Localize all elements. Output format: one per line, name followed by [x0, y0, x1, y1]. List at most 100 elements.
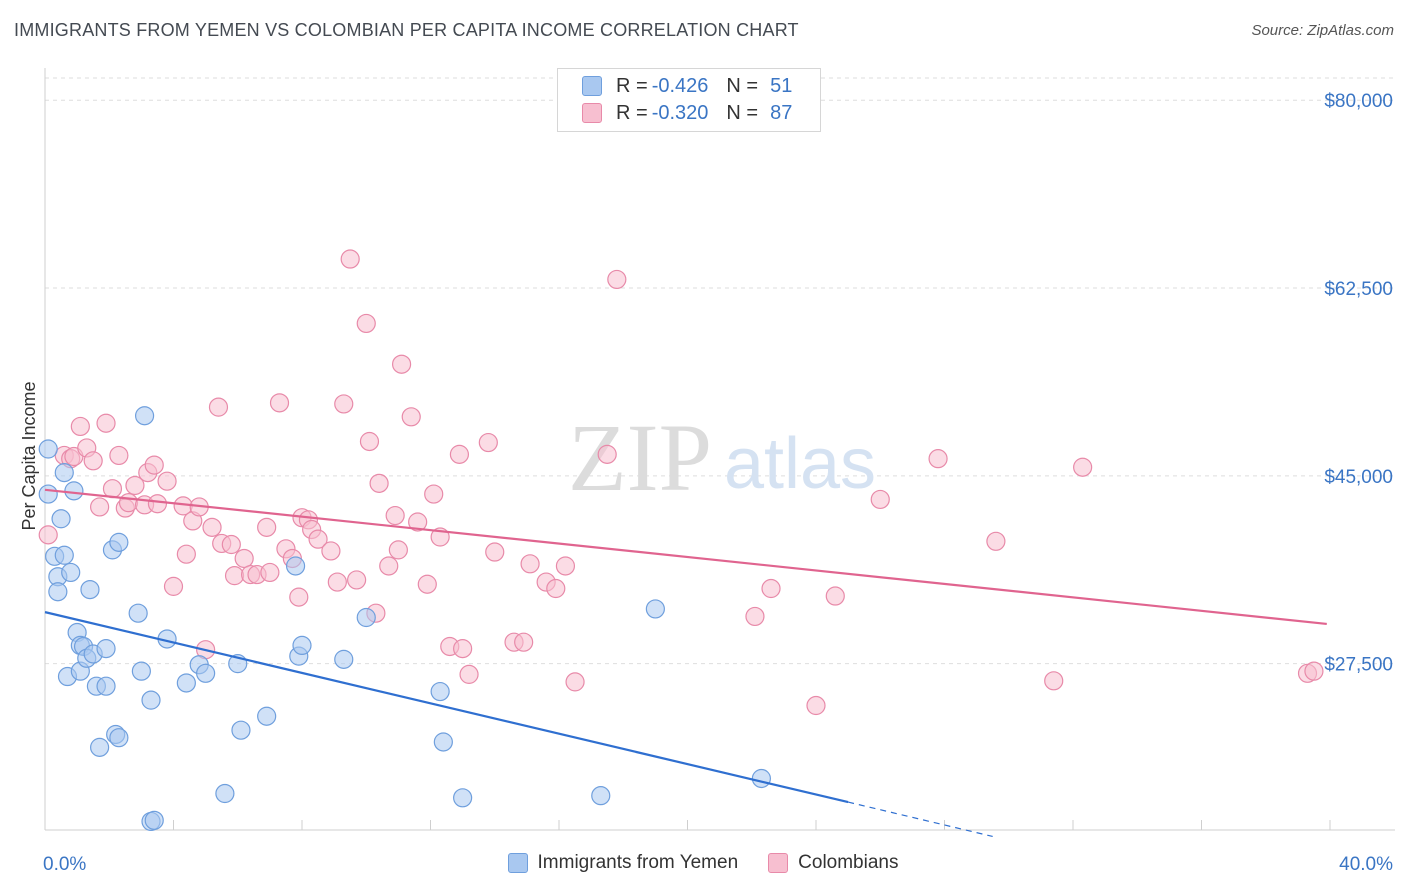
y-tick-label: $45,000 — [1324, 467, 1393, 488]
yemen-point — [141, 690, 161, 710]
colombian-point — [825, 586, 845, 606]
colombian-point — [96, 413, 116, 433]
colombian-point — [157, 471, 177, 491]
legend-swatch-colombian — [582, 103, 602, 123]
colombian-point — [144, 455, 164, 475]
colombian-point — [163, 576, 184, 596]
yemen-point — [54, 545, 74, 565]
watermark: ZIP atlas — [568, 404, 876, 511]
colombian-point — [308, 529, 328, 549]
colombian-point — [806, 695, 826, 716]
yemen-trend-line — [44, 611, 849, 804]
y-axis-title: Per Capita Income — [19, 381, 39, 530]
colombian-point — [1304, 661, 1324, 681]
legend-r-label: R = — [616, 74, 648, 97]
legend-r-value: -0.320 — [651, 101, 709, 124]
yemen-point — [285, 556, 306, 576]
yemen-point — [128, 603, 148, 623]
legend-row-yemen: R = -0.426 N = 51 — [582, 73, 792, 99]
colombian-point — [514, 632, 534, 652]
chart-title: IMMIGRANTS FROM YEMEN VS COLOMBIAN PER C… — [14, 20, 799, 40]
colombian-point — [224, 566, 245, 586]
colombian-point — [745, 606, 765, 627]
watermark-zip: ZIP — [568, 404, 712, 511]
legend-n-value: 87 — [770, 101, 793, 124]
colombian-point — [208, 397, 229, 417]
colombian-point — [327, 572, 347, 592]
colombian-point — [928, 449, 948, 469]
colombian-point — [761, 578, 781, 599]
series-swatch-colombian — [768, 853, 789, 873]
colombian-point — [408, 512, 428, 532]
yemen-point — [591, 786, 611, 806]
yemen-point — [292, 635, 312, 656]
yemen-point — [215, 783, 235, 804]
colombian-point — [334, 394, 354, 414]
colombian-point — [70, 416, 90, 437]
colombian-point — [485, 542, 505, 562]
series-legend-yemen: Immigrants from Yemen — [507, 852, 738, 874]
colombian-point — [870, 489, 890, 510]
colombian-point — [520, 554, 540, 574]
yemen-point — [54, 463, 74, 483]
colombian-point — [369, 473, 389, 493]
yemen-point — [196, 663, 216, 683]
yemen-point — [109, 532, 129, 552]
legend-n-label: N = — [726, 101, 759, 124]
y-tick-label: $80,000 — [1324, 91, 1393, 112]
axes — [44, 68, 1395, 831]
yemen-point — [751, 768, 771, 789]
yemen-point — [80, 579, 100, 600]
yemen-point — [231, 720, 251, 740]
colombian-point — [147, 494, 168, 514]
correlation-legend: R = -0.426 N = 51 R = -0.320 N = 87 — [557, 68, 821, 132]
colombian-point — [424, 484, 444, 504]
colombian-point — [417, 574, 437, 594]
colombian-point — [597, 444, 617, 464]
yemen-point — [38, 439, 58, 459]
colombian-point — [1073, 457, 1093, 477]
colombian-point — [340, 249, 360, 269]
colombian-point — [459, 664, 479, 684]
colombian-point — [607, 269, 627, 290]
yemen-point — [334, 649, 354, 669]
colombian-trend-line — [44, 488, 1327, 626]
yemen-point — [257, 706, 277, 726]
yemen-point — [96, 639, 116, 659]
colombian-point — [234, 548, 254, 569]
yemen-point — [144, 810, 164, 830]
colombian-point — [260, 562, 280, 583]
yemen-point — [96, 676, 116, 696]
yemen-point — [134, 406, 155, 426]
yemen-point — [51, 509, 71, 529]
yemen-point — [356, 607, 376, 628]
yemen-point — [433, 732, 453, 752]
colombian-point — [176, 544, 196, 564]
colombian-point — [986, 531, 1006, 551]
axis-labels: $80,000 $62,500 $45,000 $27,500 0.0% 40.0% Per… — [19, 91, 1393, 875]
trend-lines — [44, 488, 1327, 838]
colombian-point — [38, 525, 58, 545]
colombian-point — [125, 475, 145, 496]
colombian-point — [269, 393, 290, 413]
colombian-point — [565, 672, 585, 692]
colombian-point — [391, 354, 412, 374]
colombian-point — [356, 313, 376, 334]
yemen-point — [48, 582, 68, 602]
yemen-point — [90, 737, 110, 757]
colombian-point — [453, 639, 473, 659]
legend-r-label: R = — [616, 101, 648, 124]
colombian-point — [347, 570, 367, 590]
yemen-point — [176, 673, 196, 693]
legend-row-colombian: R = -0.320 N = 87 — [582, 100, 792, 126]
legend-n-value: 51 — [770, 74, 793, 97]
yemen-trend-extension — [847, 801, 993, 838]
colombian-point — [385, 505, 405, 526]
colombian-point — [90, 497, 110, 517]
colombian-point — [449, 444, 470, 464]
colombian-point — [546, 578, 566, 599]
yemen-points — [38, 406, 771, 832]
source-label: Source: ZipAtlas.com — [1251, 22, 1394, 39]
yemen-point — [61, 562, 81, 583]
